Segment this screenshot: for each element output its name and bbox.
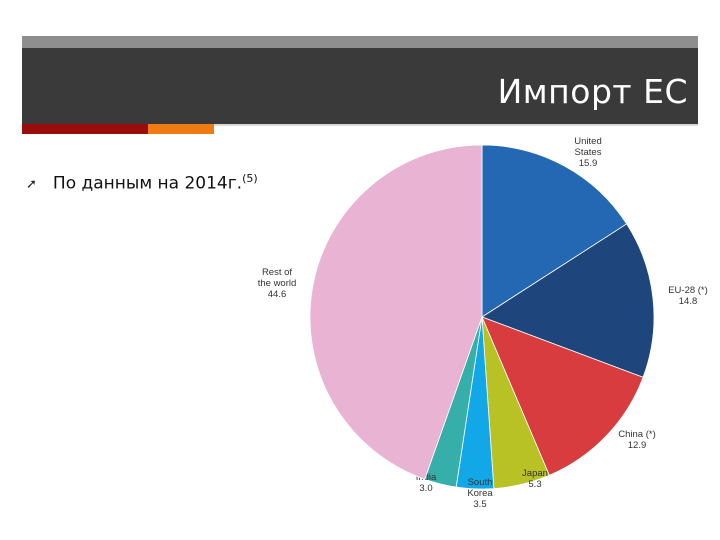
slide-title: Импорт ЕС — [497, 72, 688, 111]
pie-slice-china — [481, 316, 644, 476]
data-label-united-states: United States 15.9 — [574, 136, 601, 169]
pie-slice-eu-28 — [481, 223, 655, 378]
pie-chart: United States 15.9 EU-28 (*) 14.8 China (*) 12… — [258, 136, 708, 510]
bullet-item: ➚ По данным на 2014г.(5) — [26, 172, 258, 194]
bullet-text: По данным на 2014г.(5) — [53, 172, 258, 194]
data-label-rest-of-the-world: Rest of the world 44.6 — [258, 267, 297, 300]
bullet-text-main: По данным на 2014г. — [52, 173, 243, 194]
arrow-bullet-icon: ➚ — [26, 177, 37, 192]
accent-bar-orange — [148, 124, 214, 134]
title-underline — [22, 124, 698, 126]
data-label-india: India 3.0 — [416, 472, 437, 494]
data-label-eu-28: EU-28 (*) 14.8 — [668, 285, 708, 307]
pie-slice-rest-of-the-world — [309, 144, 483, 480]
accent-bar-red — [22, 124, 148, 134]
title-bar: Импорт ЕС — [22, 36, 698, 124]
pie-slice-united-states — [481, 144, 628, 318]
bullet-footnote-ref: (5) — [242, 172, 258, 185]
data-label-china: China (*) 12.9 — [618, 429, 656, 451]
data-label-south-korea: South Korea 3.5 — [467, 477, 493, 510]
data-label-japan: Japan 5.3 — [522, 468, 548, 490]
